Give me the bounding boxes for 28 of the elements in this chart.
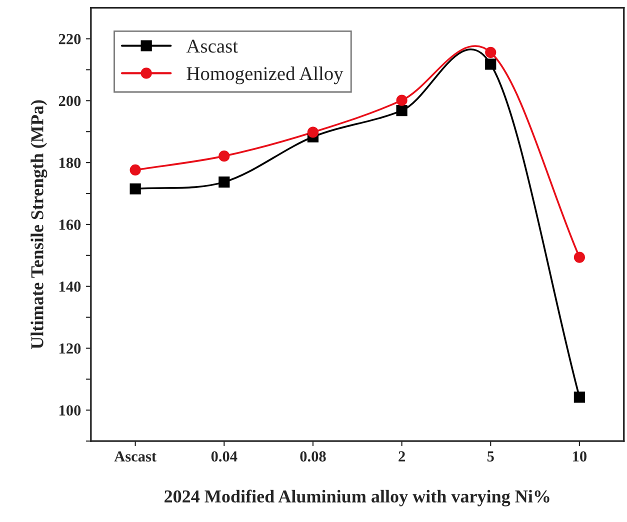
legend-label: Ascast	[186, 40, 238, 53]
y-tick-label: 100	[60, 405, 81, 416]
point	[485, 46, 496, 58]
y-axis-title: Ultimate Tensile Strength (MPa)	[30, 100, 48, 349]
point	[396, 105, 408, 116]
point	[130, 183, 141, 194]
legend-label: Homogenized Alloy	[186, 66, 344, 84]
y-tick-label: 220	[58, 34, 81, 44]
y-tick-label: 120	[60, 343, 81, 354]
y-tick-label: 140	[60, 281, 81, 292]
x-tick-label: 0.08	[300, 451, 326, 462]
x-tick-label: 10	[573, 451, 587, 462]
point	[396, 94, 408, 106]
point	[574, 252, 586, 263]
y-tick-label: 160	[60, 220, 81, 230]
x-tick-label: 2	[398, 451, 405, 462]
point	[485, 58, 496, 70]
point	[574, 392, 586, 403]
x-tick-label: 0.04	[211, 451, 238, 462]
point	[218, 150, 230, 162]
x-axis-title: 2024 Modified Aluminium alloy with varying Ni%	[164, 490, 550, 506]
point	[307, 126, 319, 138]
y-tick-label: 200	[58, 96, 81, 106]
point	[218, 176, 230, 188]
x-tick-label: 5	[487, 451, 494, 462]
point	[130, 164, 141, 176]
y-tick-label: 180	[60, 158, 81, 168]
x-tick-label: Ascast	[114, 451, 156, 462]
